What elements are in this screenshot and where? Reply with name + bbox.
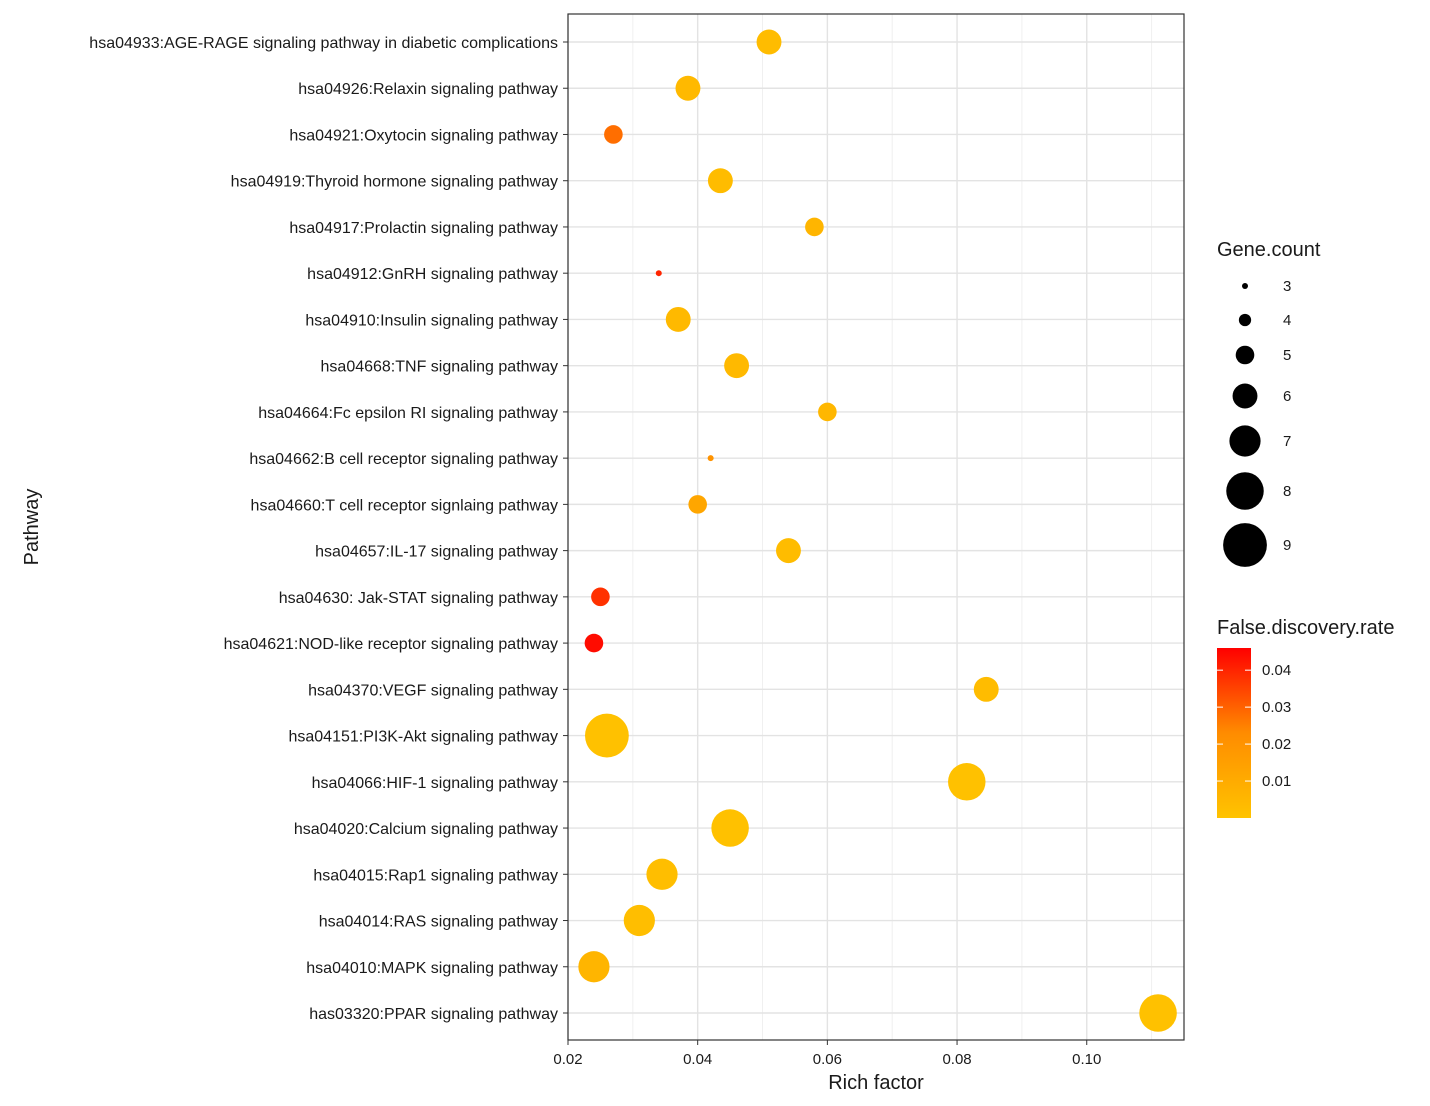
axis-ticks — [563, 41, 1088, 1045]
size-legend-label: 6 — [1283, 388, 1291, 405]
color-legend-label: 0.04 — [1262, 662, 1291, 679]
color-legend-bar — [1217, 648, 1251, 818]
pathway-label: hsa04151:PI3K-Akt signaling pathway — [288, 729, 558, 746]
size-legend-label: 8 — [1283, 483, 1291, 500]
data-points — [578, 29, 1177, 1032]
size-legend-key — [1223, 523, 1267, 567]
x-axis-title: Rich factor — [828, 1072, 924, 1094]
color-legend-label: 0.01 — [1262, 773, 1291, 790]
pathway-label: hsa04660:T cell receptor signlaing pathw… — [251, 497, 558, 514]
pathway-label: hsa04010:MAPK signaling pathway — [306, 960, 558, 977]
color-legend-label: 0.03 — [1262, 699, 1291, 716]
data-point — [584, 633, 604, 653]
size-legend: Gene.count 3 4 5 6 7 8 9 — [1217, 239, 1321, 567]
data-point — [665, 306, 691, 332]
pathway-label: hsa04370:VEGF signaling pathway — [308, 682, 558, 699]
data-point — [805, 217, 824, 237]
color-legend: False.discovery.rate 0.04 0.03 0.02 0.01 — [1217, 617, 1394, 818]
plot-border — [567, 13, 1185, 1041]
data-point — [591, 587, 610, 607]
pathway-label: hsa04912:GnRH signaling pathway — [307, 266, 558, 283]
pathway-label: hsa04014:RAS signaling pathway — [319, 914, 558, 931]
data-point — [675, 75, 701, 101]
pathway-label: hsa04910:Insulin signaling pathway — [305, 312, 558, 329]
size-legend-label: 4 — [1283, 312, 1291, 329]
data-point — [578, 951, 610, 983]
pathway-label: hsa04933:AGE-RAGE signaling pathway in d… — [89, 35, 558, 52]
pathway-label: hsa04066:HIF-1 signaling pathway — [312, 775, 558, 792]
pathway-label: hsa04621:NOD-like receptor signaling pat… — [224, 636, 558, 653]
pathway-label: hsa04926:Relaxin signaling pathway — [298, 81, 558, 98]
color-legend-label: 0.02 — [1262, 736, 1291, 753]
data-point — [655, 270, 662, 277]
data-point — [688, 495, 707, 514]
x-tick-label: 0.06 — [813, 1051, 842, 1068]
size-legend-label: 9 — [1283, 537, 1291, 554]
pathway-label: hsa04664:Fc epsilon RI signaling pathway — [258, 405, 558, 422]
size-legend-label: 7 — [1283, 433, 1291, 450]
pathway-label: hsa04657:IL-17 signaling pathway — [315, 544, 558, 561]
size-legend-key — [1226, 472, 1264, 510]
data-point — [711, 809, 749, 847]
data-point — [604, 125, 623, 144]
pathway-label: hsa04919:Thyroid hormone signaling pathw… — [231, 174, 558, 191]
size-legend-key — [1235, 345, 1255, 365]
data-point — [756, 29, 782, 55]
y-axis-title: Pathway — [21, 489, 43, 566]
data-point — [707, 168, 733, 194]
pathway-label: hsa04917:Prolactin signaling pathway — [289, 220, 558, 237]
color-legend-title: False.discovery.rate — [1217, 617, 1394, 639]
data-point — [776, 538, 801, 564]
data-point — [1139, 994, 1177, 1032]
pathway-label: hsa04662:B cell receptor signaling pathw… — [249, 451, 558, 468]
pathway-label: hsa04668:TNF signaling pathway — [321, 359, 558, 376]
data-point — [623, 904, 655, 937]
x-tick-label: 0.04 — [683, 1051, 712, 1068]
pathway-label: hsa04015:Rap1 signaling pathway — [313, 867, 558, 884]
size-legend-key — [1242, 283, 1248, 289]
x-tick-label: 0.10 — [1072, 1051, 1101, 1068]
x-tick-label: 0.08 — [942, 1051, 971, 1068]
size-legend-label: 5 — [1283, 347, 1291, 364]
data-point — [973, 676, 999, 702]
data-point — [818, 402, 837, 422]
pathway-label: hsa04630: Jak-STAT signaling pathway — [279, 590, 558, 607]
size-legend-label: 3 — [1283, 278, 1291, 295]
x-tick-labels: 0.02 0.04 0.06 0.08 0.10 — [553, 1051, 1101, 1068]
data-point — [585, 713, 629, 758]
x-tick-label: 0.02 — [553, 1051, 582, 1068]
pathway-label: hsa04921:Oxytocin signaling pathway — [289, 127, 558, 144]
data-point — [948, 763, 986, 801]
grid-lines — [567, 14, 1184, 1040]
category-labels: hsa04933:AGE-RAGE signaling pathway in d… — [89, 35, 558, 1023]
size-legend-key — [1238, 313, 1252, 327]
pathway-label: hsa04020:Calcium signaling pathway — [294, 821, 558, 838]
size-legend-key — [1229, 425, 1261, 457]
size-legend-key — [1232, 383, 1258, 409]
pathway-label: has03320:PPAR signaling pathway — [309, 1006, 558, 1023]
data-point — [707, 455, 714, 462]
size-legend-title: Gene.count — [1217, 239, 1321, 261]
data-point — [724, 353, 750, 379]
data-point — [646, 858, 678, 890]
